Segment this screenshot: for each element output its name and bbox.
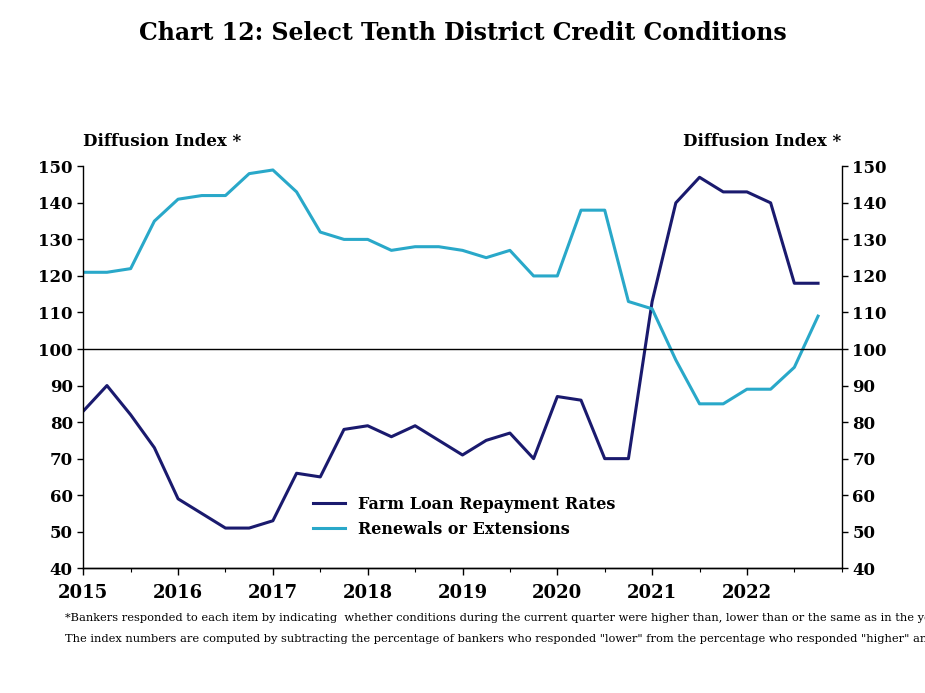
Renewals or Extensions	[528, 272, 539, 280]
Text: Diffusion Index *: Diffusion Index *	[684, 133, 842, 150]
Farm Loan Repayment Rates	[481, 436, 492, 444]
Text: Diffusion Index *: Diffusion Index *	[83, 133, 241, 150]
Renewals or Extensions	[314, 228, 326, 236]
Farm Loan Repayment Rates	[172, 495, 183, 503]
Farm Loan Repayment Rates	[575, 396, 586, 404]
Renewals or Extensions	[363, 235, 374, 243]
Renewals or Extensions	[551, 272, 562, 280]
Renewals or Extensions	[220, 191, 231, 200]
Farm Loan Repayment Rates	[765, 199, 776, 207]
Farm Loan Repayment Rates	[599, 455, 610, 463]
Renewals or Extensions	[102, 268, 113, 277]
Renewals or Extensions	[812, 312, 823, 320]
Renewals or Extensions	[694, 400, 705, 408]
Farm Loan Repayment Rates	[671, 199, 682, 207]
Renewals or Extensions	[599, 206, 610, 214]
Farm Loan Repayment Rates	[457, 451, 468, 459]
Renewals or Extensions	[410, 243, 421, 251]
Renewals or Extensions	[386, 246, 397, 254]
Renewals or Extensions	[172, 195, 183, 203]
Renewals or Extensions	[671, 356, 682, 364]
Renewals or Extensions	[765, 385, 776, 394]
Renewals or Extensions	[339, 235, 350, 243]
Farm Loan Repayment Rates	[789, 279, 800, 288]
Farm Loan Repayment Rates	[812, 279, 823, 288]
Text: *Bankers responded to each item by indicating  whether conditions during the cur: *Bankers responded to each item by indic…	[65, 613, 925, 623]
Renewals or Extensions	[267, 166, 278, 174]
Line: Renewals or Extensions: Renewals or Extensions	[83, 170, 818, 404]
Renewals or Extensions	[78, 268, 89, 277]
Farm Loan Repayment Rates	[102, 381, 113, 389]
Farm Loan Repayment Rates	[267, 516, 278, 525]
Text: Chart 12: Select Tenth District Credit Conditions: Chart 12: Select Tenth District Credit C…	[139, 21, 786, 45]
Renewals or Extensions	[457, 246, 468, 254]
Farm Loan Repayment Rates	[220, 524, 231, 532]
Line: Farm Loan Repayment Rates: Farm Loan Repayment Rates	[83, 177, 818, 528]
Renewals or Extensions	[196, 191, 207, 200]
Farm Loan Repayment Rates	[78, 407, 89, 415]
Farm Loan Repayment Rates	[647, 297, 658, 306]
Renewals or Extensions	[243, 170, 254, 178]
Renewals or Extensions	[742, 385, 753, 394]
Farm Loan Repayment Rates	[363, 421, 374, 430]
Legend: Farm Loan Repayment Rates, Renewals or Extensions: Farm Loan Repayment Rates, Renewals or E…	[306, 489, 622, 544]
Farm Loan Repayment Rates	[551, 392, 562, 401]
Renewals or Extensions	[125, 265, 136, 273]
Farm Loan Repayment Rates	[742, 188, 753, 196]
Text: The index numbers are computed by subtracting the percentage of bankers who resp: The index numbers are computed by subtra…	[65, 634, 925, 644]
Farm Loan Repayment Rates	[291, 469, 302, 477]
Farm Loan Repayment Rates	[339, 426, 350, 434]
Farm Loan Repayment Rates	[410, 421, 421, 430]
Farm Loan Repayment Rates	[528, 455, 539, 463]
Renewals or Extensions	[149, 217, 160, 225]
Farm Loan Repayment Rates	[386, 432, 397, 441]
Farm Loan Repayment Rates	[314, 473, 326, 481]
Farm Loan Repayment Rates	[694, 173, 705, 182]
Farm Loan Repayment Rates	[125, 411, 136, 419]
Farm Loan Repayment Rates	[243, 524, 254, 532]
Renewals or Extensions	[789, 363, 800, 371]
Farm Loan Repayment Rates	[718, 188, 729, 196]
Farm Loan Repayment Rates	[433, 436, 444, 444]
Renewals or Extensions	[718, 400, 729, 408]
Renewals or Extensions	[481, 254, 492, 262]
Farm Loan Repayment Rates	[623, 455, 634, 463]
Farm Loan Repayment Rates	[196, 509, 207, 518]
Renewals or Extensions	[291, 188, 302, 196]
Renewals or Extensions	[647, 305, 658, 313]
Renewals or Extensions	[433, 243, 444, 251]
Farm Loan Repayment Rates	[149, 444, 160, 452]
Renewals or Extensions	[504, 246, 515, 254]
Renewals or Extensions	[575, 206, 586, 214]
Farm Loan Repayment Rates	[504, 429, 515, 437]
Renewals or Extensions	[623, 297, 634, 306]
